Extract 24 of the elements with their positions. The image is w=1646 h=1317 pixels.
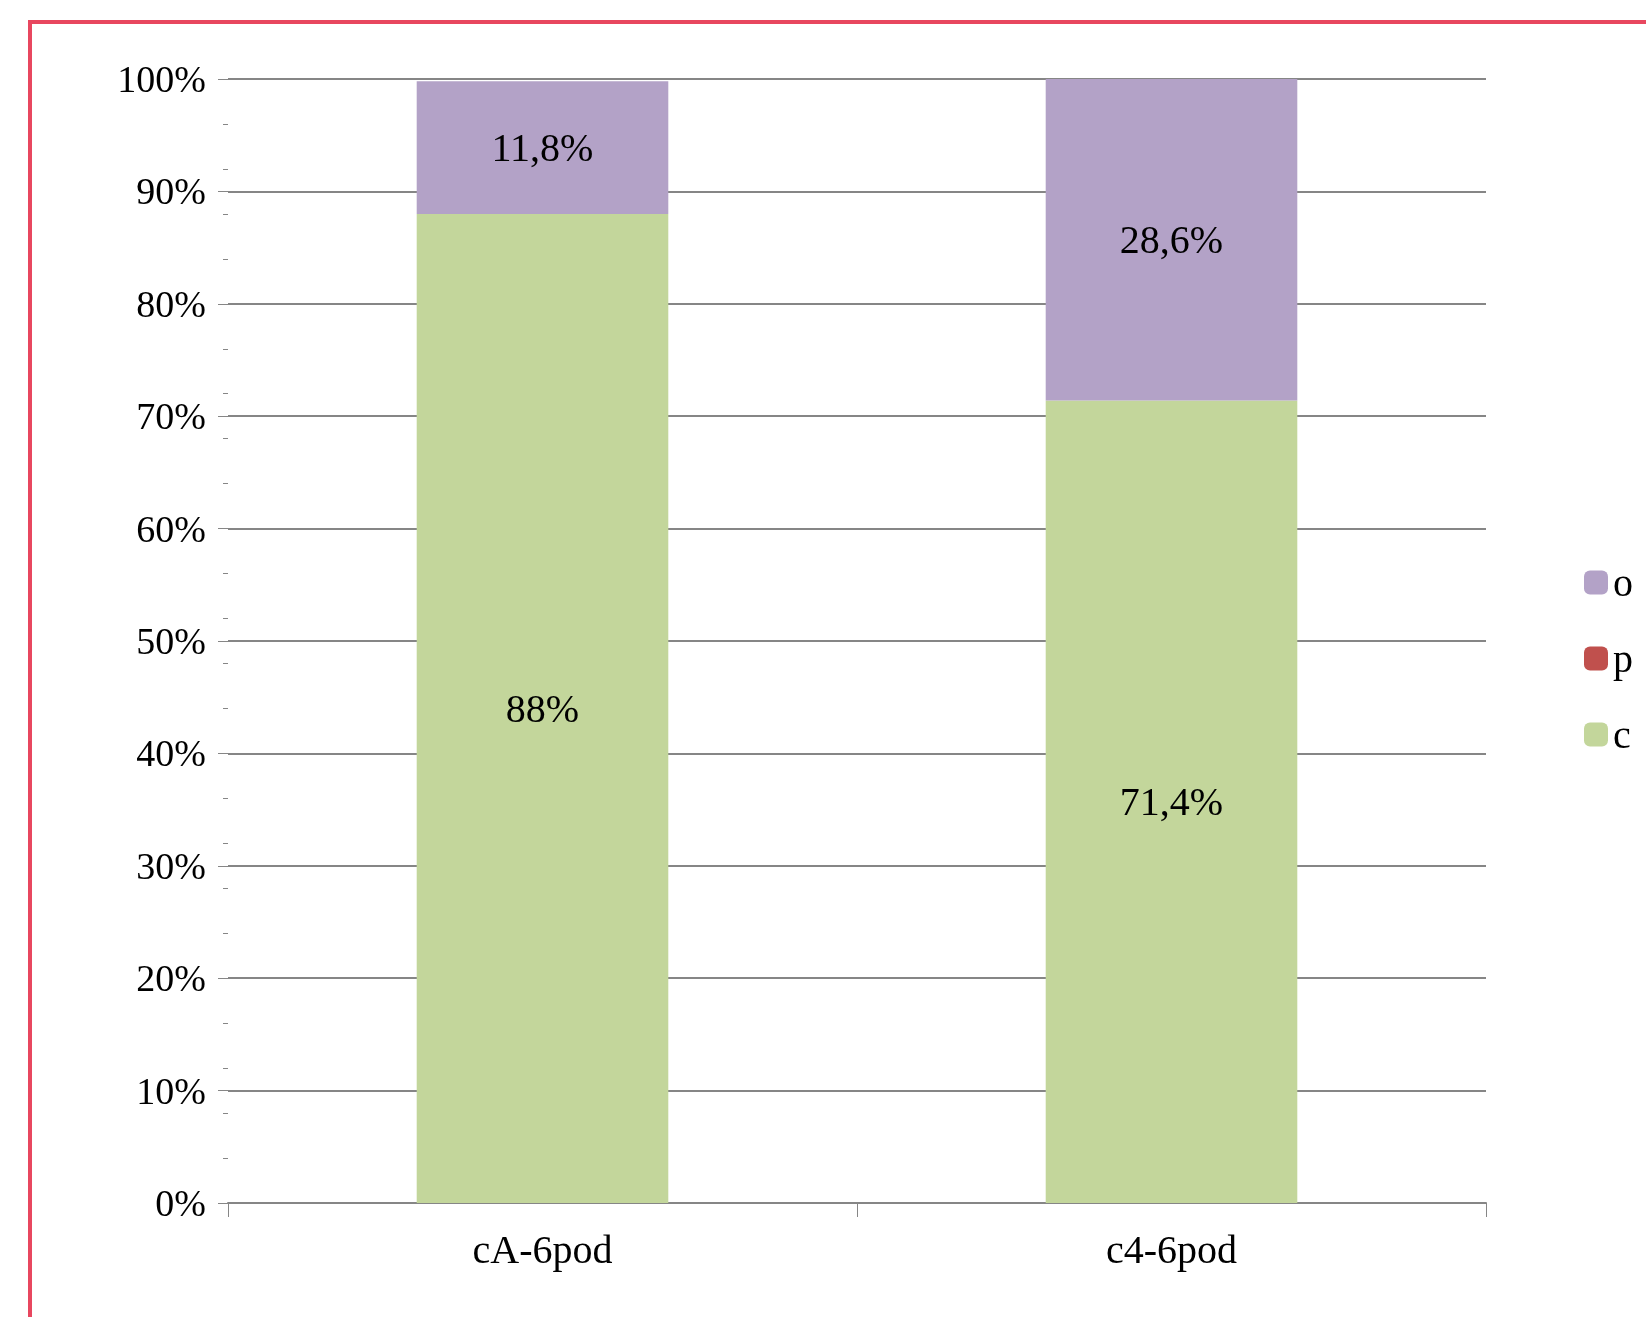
y-tick-label: 10% [136,1069,206,1112]
y-tick-label: 40% [136,732,206,775]
y-tick-label: 50% [136,620,206,662]
y-tick-label: 60% [136,507,206,550]
y-tick-label: 0% [155,1182,206,1224]
y-tick-label: 20% [136,957,206,1000]
legend-label: c [1613,712,1631,757]
bar [416,81,669,214]
legend-label: o [1613,560,1633,605]
bar [1045,79,1298,401]
y-tick-label: 100% [117,58,206,100]
data-label: 88% [505,685,580,731]
data-label: 28,6% [1119,217,1224,263]
bar [1045,400,1298,1203]
y-tick-label: 90% [136,170,206,213]
data-label: 11,8% [491,125,594,171]
y-tick-label: 30% [136,844,206,887]
x-tick-label: cA-6pod [472,1226,613,1272]
y-tick-label: 70% [136,395,206,438]
legend-label: p [1613,636,1633,681]
bar [416,213,669,1203]
y-tick-label: 80% [136,282,206,325]
data-label: 71,4% [1119,779,1224,825]
x-tick-label: c4-6pod [1105,1226,1238,1272]
